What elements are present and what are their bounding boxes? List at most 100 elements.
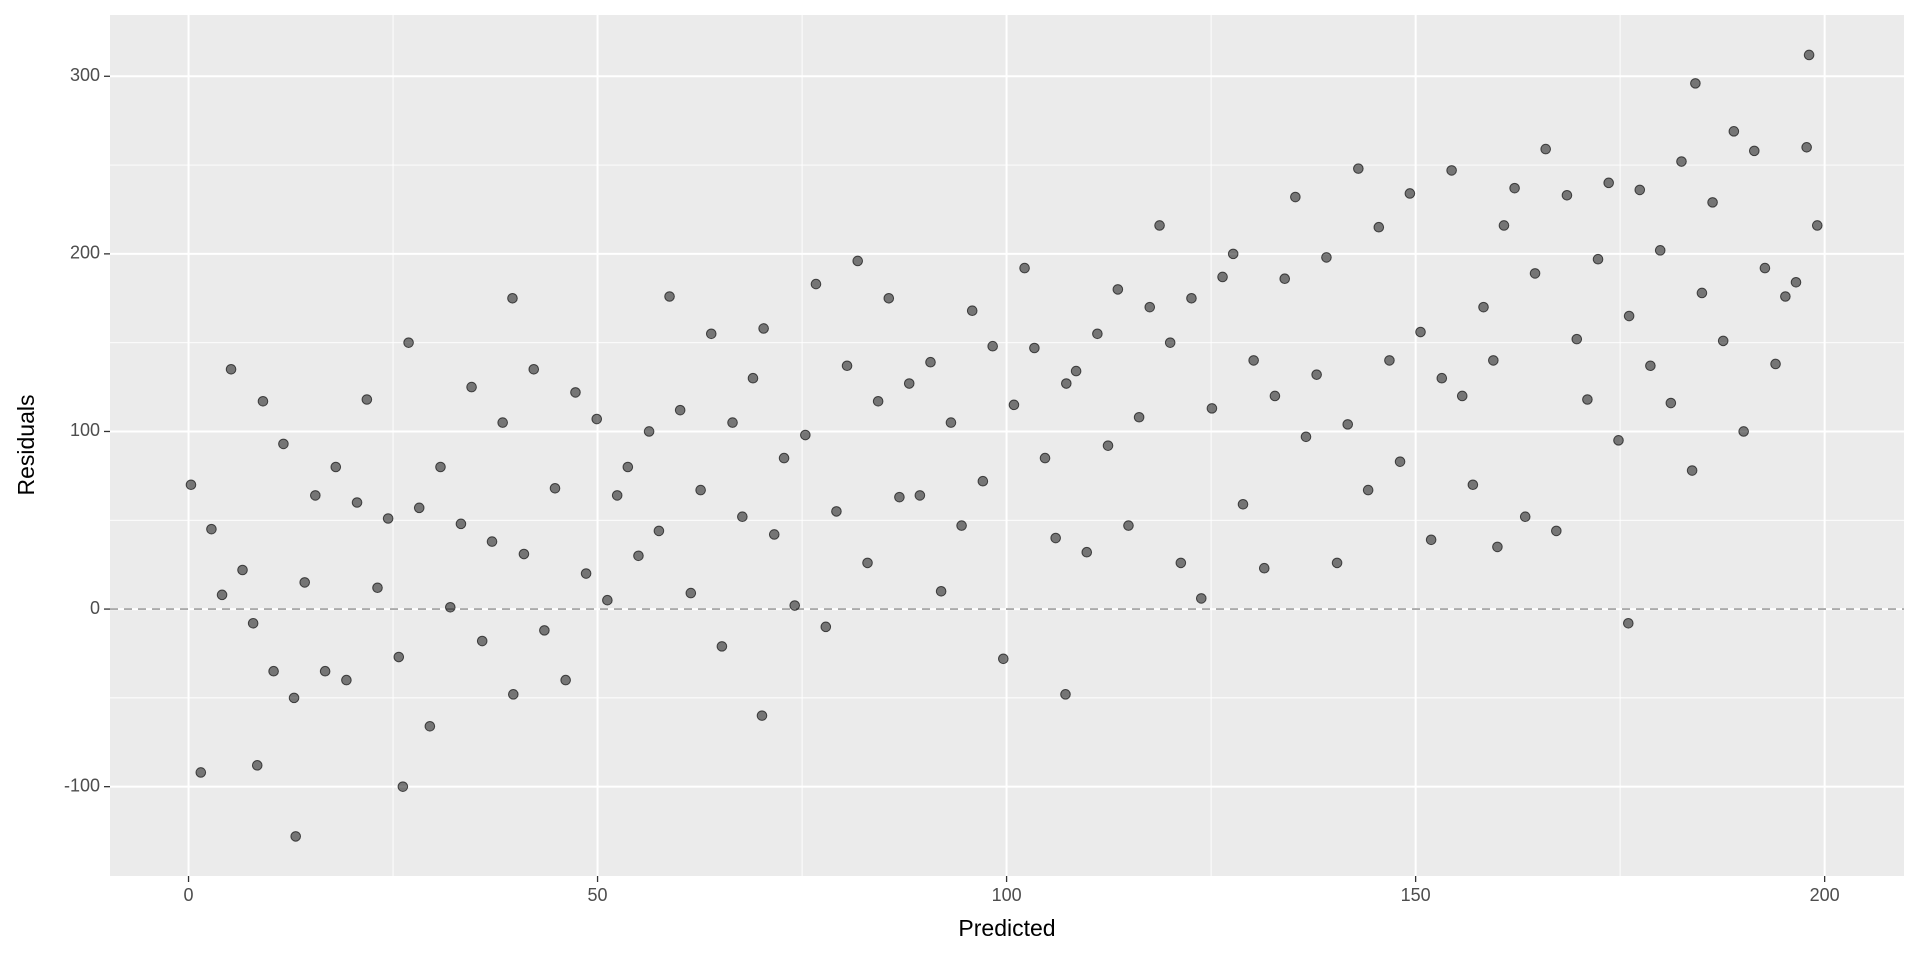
point xyxy=(1728,126,1740,137)
point xyxy=(1404,188,1416,199)
point xyxy=(580,568,592,579)
point xyxy=(351,497,363,508)
point xyxy=(1623,617,1634,629)
point xyxy=(1311,369,1322,380)
point xyxy=(1634,184,1646,196)
y-tick-label: 100 xyxy=(70,420,100,440)
point xyxy=(1498,220,1510,231)
point xyxy=(852,255,864,267)
point xyxy=(1654,245,1666,256)
point xyxy=(1811,220,1823,231)
y-tick-label: 300 xyxy=(70,65,100,85)
point xyxy=(1029,342,1040,354)
x-tick-label: 150 xyxy=(1401,885,1431,905)
point xyxy=(1592,253,1604,265)
point xyxy=(1092,328,1103,340)
point xyxy=(455,518,467,530)
point xyxy=(1436,372,1448,384)
point xyxy=(1540,143,1551,155)
point xyxy=(1195,593,1207,604)
point xyxy=(1613,435,1624,446)
point xyxy=(945,417,957,428)
point xyxy=(768,529,780,540)
point xyxy=(1394,456,1406,467)
point xyxy=(1509,182,1520,194)
point xyxy=(319,665,331,677)
point xyxy=(1790,276,1802,288)
point xyxy=(361,394,373,405)
point xyxy=(435,461,446,473)
point xyxy=(872,395,884,407)
point xyxy=(206,523,217,535)
point xyxy=(1623,310,1635,322)
point xyxy=(1561,189,1573,201)
point xyxy=(1342,419,1354,430)
point xyxy=(1529,268,1541,279)
point xyxy=(497,417,508,428)
point xyxy=(1665,397,1677,409)
point xyxy=(476,635,488,647)
point xyxy=(539,625,550,636)
point xyxy=(1425,534,1437,546)
point xyxy=(403,337,414,348)
point xyxy=(549,483,561,494)
point xyxy=(883,292,895,304)
point xyxy=(914,490,926,501)
point xyxy=(1748,145,1760,157)
point xyxy=(1759,262,1771,274)
point xyxy=(1133,411,1145,423)
point xyxy=(1248,355,1259,366)
point xyxy=(518,548,530,560)
point xyxy=(810,278,822,290)
y-tick-label: 200 xyxy=(70,243,100,263)
point xyxy=(341,674,352,686)
point xyxy=(1645,360,1656,372)
point xyxy=(1415,326,1426,338)
point xyxy=(1362,484,1374,496)
x-tick-label: 50 xyxy=(588,885,608,905)
point xyxy=(1690,78,1701,89)
point xyxy=(1144,301,1156,313)
points xyxy=(185,49,1823,842)
point xyxy=(1258,562,1270,574)
point xyxy=(643,426,655,437)
grid xyxy=(110,15,1904,876)
point xyxy=(1279,273,1291,285)
point xyxy=(800,429,811,441)
point xyxy=(894,491,905,503)
point xyxy=(1237,498,1249,510)
point xyxy=(310,490,321,501)
point xyxy=(299,577,310,588)
point xyxy=(695,484,706,496)
point xyxy=(1717,335,1729,347)
point xyxy=(1801,142,1812,153)
point xyxy=(935,586,947,597)
point xyxy=(382,513,394,524)
point xyxy=(831,506,842,517)
point xyxy=(737,511,748,523)
point xyxy=(288,692,300,704)
point xyxy=(1300,431,1312,443)
point xyxy=(1478,301,1489,313)
point xyxy=(1467,479,1479,491)
point xyxy=(508,689,519,700)
point xyxy=(1008,399,1020,411)
point xyxy=(966,305,978,317)
point xyxy=(1290,191,1301,203)
point xyxy=(727,417,738,428)
point xyxy=(1353,163,1364,174)
point xyxy=(393,651,405,663)
point xyxy=(486,536,498,547)
point xyxy=(611,490,623,501)
point xyxy=(1039,452,1051,464)
point xyxy=(653,525,665,537)
point xyxy=(1676,156,1687,167)
point xyxy=(674,404,686,416)
point xyxy=(925,356,936,368)
point xyxy=(251,760,263,771)
point xyxy=(216,589,228,601)
point xyxy=(1686,465,1698,476)
point xyxy=(998,653,1009,665)
point xyxy=(1269,390,1281,402)
